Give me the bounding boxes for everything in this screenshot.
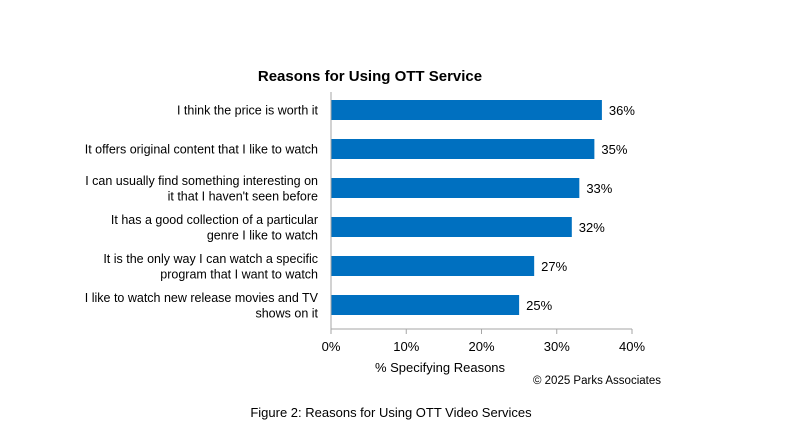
x-axis-label: % Specifying Reasons — [375, 360, 506, 375]
category-label-5: It is the only way I can watch a specifi… — [103, 252, 318, 282]
category-labels: I think the price is worth it It offers o… — [85, 104, 319, 321]
category-label-line: It offers original content that I like t… — [85, 143, 318, 157]
category-label-line: program that I want to watch — [160, 267, 318, 281]
x-tick-label: 20% — [468, 339, 494, 354]
figure-caption: Figure 2: Reasons for Using OTT Video Se… — [250, 405, 532, 420]
data-label-1: 36% — [609, 103, 635, 118]
data-label-4: 32% — [579, 220, 605, 235]
category-label-line: I like to watch new release movies and T… — [85, 291, 319, 305]
category-label-line: shows on it — [255, 306, 318, 320]
x-tick-label: 0% — [322, 339, 341, 354]
chart-title: Reasons for Using OTT Service — [258, 68, 482, 85]
x-tick-label: 10% — [393, 339, 419, 354]
x-tick-label: 40% — [619, 339, 645, 354]
bar-4 — [331, 217, 572, 237]
copyright-notice: © 2025 Parks Associates — [533, 375, 661, 387]
bar-3 — [331, 178, 580, 198]
category-label-4: It has a good collection of a particular… — [111, 213, 318, 243]
x-tick-label: 30% — [544, 339, 570, 354]
data-label-6: 25% — [526, 298, 552, 313]
data-label-3: 33% — [586, 181, 612, 196]
data-label-5: 27% — [541, 259, 567, 274]
category-label-1: I think the price is worth it — [177, 104, 319, 118]
x-ticks: 0% 10% 20% 30% 40% — [322, 329, 645, 354]
category-label-line: I think the price is worth it — [177, 104, 319, 118]
category-label-line: it that I haven't seen before — [168, 189, 318, 203]
category-label-3: I can usually find something interesting… — [85, 174, 318, 204]
axes — [330, 92, 632, 330]
category-label-line: It is the only way I can watch a specifi… — [103, 252, 318, 266]
category-label-2: It offers original content that I like t… — [85, 143, 318, 157]
category-label-line: genre I like to watch — [207, 228, 318, 242]
category-label-line: It has a good collection of a particular — [111, 213, 318, 227]
category-label-line: I can usually find something interesting… — [85, 174, 318, 188]
data-label-2: 35% — [601, 142, 627, 157]
bars: 36% 35% 33% 32% 27% 25% — [331, 100, 635, 315]
category-label-6: I like to watch new release movies and T… — [85, 291, 319, 321]
bar-2 — [331, 139, 595, 159]
bar-5 — [331, 256, 535, 276]
bar-1 — [331, 100, 602, 120]
bar-6 — [331, 295, 520, 315]
